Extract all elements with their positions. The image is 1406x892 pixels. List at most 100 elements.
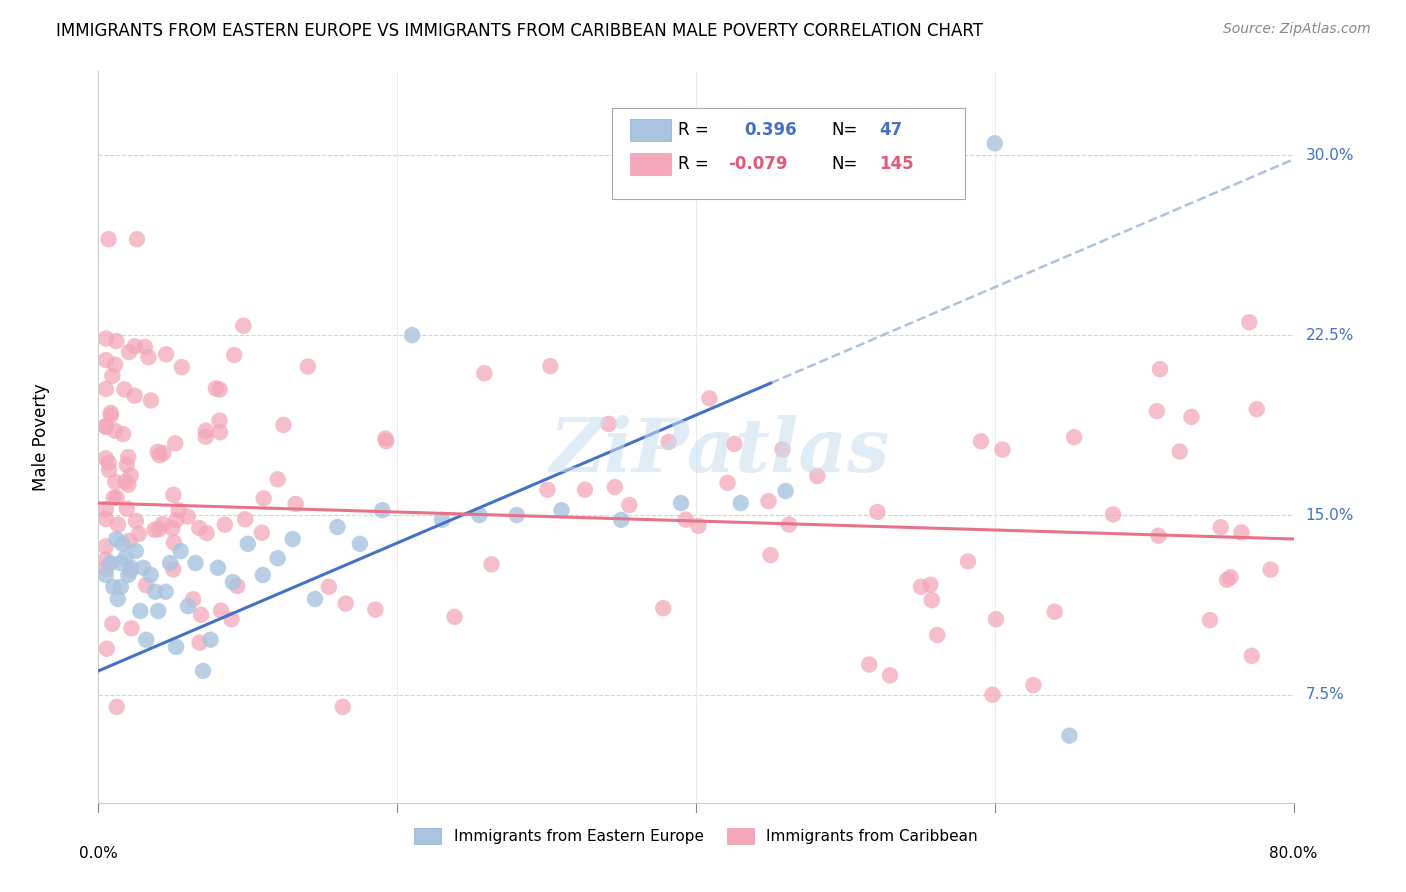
Point	[110, 580, 132, 594]
Point	[94, 331, 117, 345]
Point	[956, 554, 979, 568]
Point	[129, 604, 152, 618]
Point	[222, 575, 245, 590]
Point	[101, 616, 124, 631]
Point	[98, 463, 121, 477]
Point	[401, 328, 423, 343]
Point	[107, 517, 129, 532]
Point	[176, 509, 198, 524]
Point	[1240, 648, 1263, 663]
Point	[160, 521, 183, 535]
Point	[120, 564, 142, 578]
Point	[598, 417, 620, 431]
Point	[252, 568, 274, 582]
Point	[688, 519, 710, 533]
Point	[1180, 409, 1202, 424]
Point	[1059, 729, 1081, 743]
Point	[226, 579, 249, 593]
Point	[100, 406, 122, 420]
Text: 7.5%: 7.5%	[1306, 688, 1344, 702]
Point	[120, 561, 142, 575]
Point	[1146, 404, 1168, 418]
Point	[214, 517, 236, 532]
Point	[468, 508, 491, 522]
Point	[98, 556, 122, 570]
Point	[120, 621, 142, 635]
Point	[1209, 520, 1232, 534]
Point	[304, 591, 326, 606]
Point	[152, 446, 174, 460]
Point	[758, 494, 780, 508]
Point	[148, 522, 170, 536]
Point	[114, 475, 136, 489]
Point	[1147, 529, 1170, 543]
Point	[177, 599, 200, 614]
Point	[236, 537, 259, 551]
Point	[115, 501, 138, 516]
Point	[910, 580, 932, 594]
Point	[1246, 402, 1268, 417]
Point	[1239, 315, 1261, 329]
Point	[134, 340, 156, 354]
Point	[117, 568, 139, 582]
Point	[984, 136, 1007, 151]
Point	[148, 604, 170, 618]
Point	[94, 502, 117, 516]
Point	[506, 508, 529, 522]
Point	[139, 568, 162, 582]
Point	[208, 383, 231, 397]
Point	[94, 451, 117, 466]
FancyBboxPatch shape	[613, 108, 965, 200]
Point	[94, 540, 117, 554]
Point	[281, 532, 304, 546]
Point	[111, 427, 134, 442]
Point	[101, 368, 124, 383]
Point	[326, 520, 349, 534]
Point	[162, 562, 184, 576]
Point	[155, 584, 177, 599]
Point	[1149, 362, 1171, 376]
Point	[125, 232, 148, 246]
Point	[125, 514, 148, 528]
Point	[267, 551, 290, 566]
Point	[118, 345, 141, 359]
Point	[1230, 525, 1253, 540]
Point	[94, 552, 117, 566]
Point	[135, 578, 157, 592]
Point	[104, 424, 127, 438]
Point	[103, 491, 125, 505]
Point	[550, 503, 572, 517]
Point	[1043, 605, 1066, 619]
Point	[224, 348, 246, 362]
Point	[284, 497, 307, 511]
Point	[104, 358, 127, 372]
Text: 47: 47	[879, 121, 903, 139]
Point	[723, 437, 745, 451]
Point	[105, 334, 128, 348]
Point	[167, 503, 190, 517]
Point	[159, 556, 181, 570]
Point	[297, 359, 319, 374]
Point	[207, 561, 229, 575]
Point	[117, 450, 139, 464]
Point	[165, 436, 187, 450]
Point	[984, 612, 1007, 626]
Point	[652, 601, 675, 615]
Point	[94, 382, 117, 396]
Point	[169, 544, 191, 558]
Point	[364, 602, 387, 616]
Point	[94, 512, 117, 526]
Point	[110, 556, 132, 570]
Point	[128, 527, 150, 541]
Point	[374, 432, 396, 446]
Point	[94, 568, 117, 582]
Point	[981, 688, 1004, 702]
Text: -0.079: -0.079	[728, 155, 787, 173]
Point	[139, 393, 162, 408]
Point	[184, 556, 207, 570]
Point	[730, 496, 752, 510]
Point	[536, 483, 558, 497]
Point	[716, 475, 738, 490]
Text: IMMIGRANTS FROM EASTERN EUROPE VS IMMIGRANTS FROM CARIBBEAN MALE POVERTY CORRELA: IMMIGRANTS FROM EASTERN EUROPE VS IMMIGR…	[56, 22, 983, 40]
Point	[94, 353, 117, 368]
